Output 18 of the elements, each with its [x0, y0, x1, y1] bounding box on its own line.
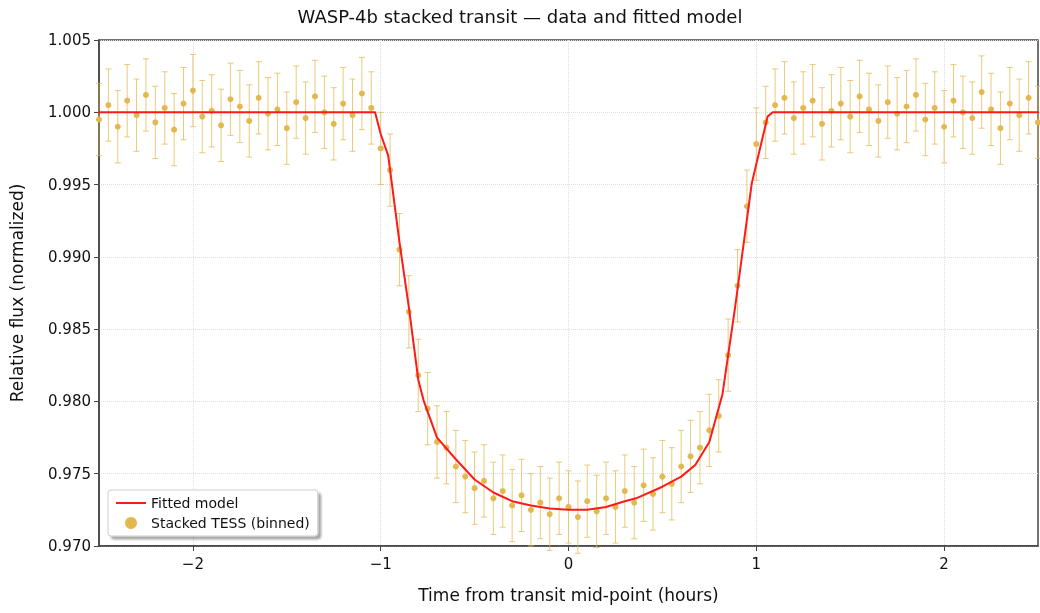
x-axis-title: Time from transit mid-point (hours): [417, 584, 719, 605]
x-tick-label: −2: [181, 554, 204, 573]
y-tick-label: 1.000: [48, 103, 91, 122]
x-tick-label: −1: [369, 554, 392, 573]
x-tick-label: 0: [563, 554, 574, 573]
y-tick-label: 0.990: [48, 247, 91, 266]
y-tick-label: 1.005: [48, 31, 91, 49]
y-tick-label: 0.980: [48, 392, 91, 411]
legend-label: Stacked TESS (binned): [151, 515, 310, 531]
y-tick-label: 0.975: [48, 464, 91, 483]
y-tick-label: 0.985: [48, 320, 91, 339]
y-tick-label: 0.970: [48, 537, 91, 555]
y-tick-label: 0.995: [48, 175, 91, 194]
chart-title: WASP-4b stacked transit — data and fitted model: [297, 5, 743, 27]
x-tick-label: 2: [939, 554, 949, 573]
y-axis-title: Relative flux (normalized): [6, 183, 27, 403]
x-tick-label: 1: [751, 554, 762, 573]
legend-label: Fitted model: [151, 495, 239, 511]
